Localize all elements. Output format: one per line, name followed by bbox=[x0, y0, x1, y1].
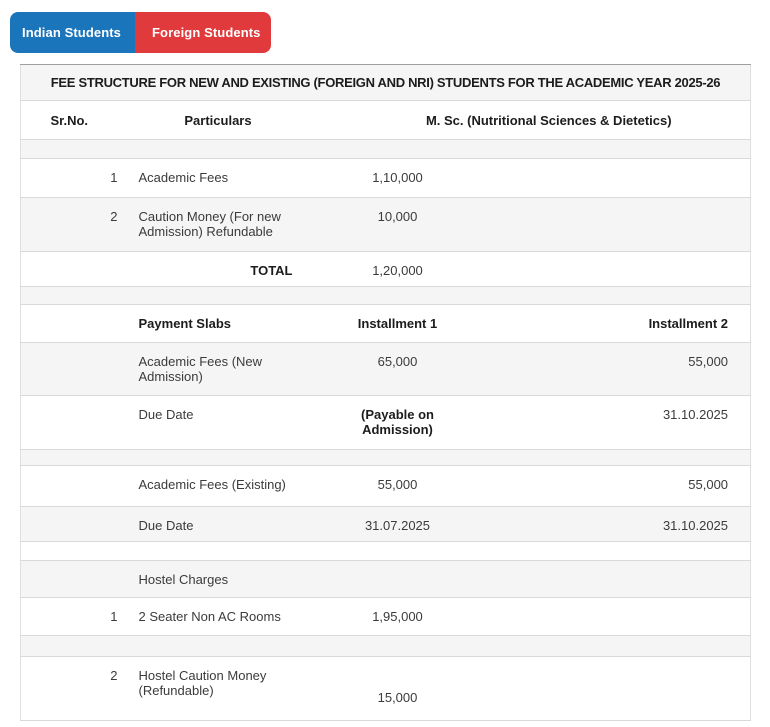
cell-inst1: (Payable on Admission) bbox=[361, 407, 434, 437]
cell-inst2: 55,000 bbox=[688, 354, 729, 369]
table-row-data: 2 Caution Money (For new Admission) Refun… bbox=[20, 197, 751, 252]
cell-srno-empty bbox=[21, 396, 118, 450]
cell-inst2: 31.10.2025 bbox=[662, 518, 729, 533]
table-row-data: Payment Slabs Installment 1 Installment 2 bbox=[20, 304, 751, 343]
cell-inst1: 31.07.2025 bbox=[364, 518, 431, 533]
table-row-data: 1 2 Seater Non AC Rooms 1,95,000 bbox=[20, 597, 751, 636]
table-row-data: Academic Fees (New Admission) 65,000 55,00… bbox=[20, 342, 751, 396]
spacer-cell bbox=[21, 140, 751, 159]
cell-srno: 1 bbox=[110, 170, 118, 185]
cell-inst1-empty bbox=[308, 561, 488, 598]
cell-inst2-empty bbox=[488, 159, 751, 198]
cell-inst1: 65,000 bbox=[377, 354, 418, 369]
cell-part: Hostel Caution Money (Refundable) bbox=[138, 668, 267, 698]
cell-inst2: Installment 2 bbox=[648, 316, 729, 331]
table-row-spacer bbox=[20, 449, 751, 466]
cell-inst2: 31.10.2025 bbox=[662, 407, 729, 422]
cell-srno: 2 bbox=[110, 209, 118, 224]
table-row-data: Hostel Charges bbox=[20, 560, 751, 598]
cell-srno-empty bbox=[21, 466, 118, 507]
cell-inst1: 15,000 bbox=[377, 690, 418, 705]
cell-srno-empty bbox=[21, 561, 118, 598]
spacer-cell bbox=[21, 542, 751, 561]
table-row-data: 2 Hostel Caution Money (Refundable) 15,000 bbox=[20, 656, 751, 721]
cell-inst1: 1,10,000 bbox=[372, 170, 423, 185]
cell-srno: 1 bbox=[110, 609, 118, 624]
table-row-data: Academic Fees (Existing) 55,000 55,000 bbox=[20, 465, 751, 507]
table-row-data: Due Date (Payable on Admission) 31.10.2025 bbox=[20, 395, 751, 450]
cell-part: Due Date bbox=[138, 518, 194, 533]
table-title: FEE STRUCTURE FOR NEW AND EXISTING (FORE… bbox=[50, 75, 721, 90]
student-type-tabs: Indian Students Foreign Students bbox=[10, 12, 770, 53]
cell-inst2-empty bbox=[488, 598, 751, 636]
fee-structure-table: FEE STRUCTURE FOR NEW AND EXISTING (FORE… bbox=[20, 64, 752, 721]
cell-part: Particulars bbox=[184, 112, 252, 128]
tab-foreign-students[interactable]: Foreign Students bbox=[135, 12, 271, 53]
cell-srno-empty bbox=[21, 343, 118, 396]
cell-part: Payment Slabs bbox=[138, 316, 232, 331]
table-row-data: 1 Academic Fees 1,10,000 bbox=[20, 158, 751, 198]
table-row-spacer bbox=[20, 286, 751, 305]
cell-inst2-empty bbox=[488, 657, 751, 721]
table-row-spacer bbox=[20, 541, 751, 561]
cell-inst1: 1,95,000 bbox=[372, 609, 423, 624]
cell-inst1: Installment 1 bbox=[357, 316, 438, 331]
cell-part: Due Date bbox=[138, 407, 194, 422]
table-row-data: Due Date 31.07.2025 31.10.2025 bbox=[20, 506, 751, 542]
table-row-data: TOTAL 1,20,000 bbox=[20, 251, 751, 287]
cell-part: 2 Seater Non AC Rooms bbox=[138, 609, 281, 624]
cell-srno-empty bbox=[21, 305, 118, 343]
cell-part: TOTAL bbox=[250, 263, 293, 278]
cell-inst1: 1,20,000 bbox=[372, 263, 423, 278]
table-row-cols: Sr.No. Particulars M. Sc. (Nutritional Sci… bbox=[20, 100, 751, 140]
tab-indian-students[interactable]: Indian Students bbox=[10, 12, 135, 53]
spacer-cell bbox=[21, 450, 751, 466]
cell-srno: 2 bbox=[110, 668, 118, 683]
cell-inst2-empty bbox=[488, 561, 751, 598]
cell-part: Caution Money (For new Admission) Refund… bbox=[138, 209, 281, 239]
cell-part: Academic Fees bbox=[138, 170, 229, 185]
cell-part: Academic Fees (New Admission) bbox=[138, 354, 263, 384]
cell-inst1: 55,000 bbox=[377, 477, 418, 492]
spacer-cell bbox=[21, 287, 751, 305]
cell-srno-empty bbox=[21, 252, 118, 287]
table-row-spacer bbox=[20, 139, 751, 159]
table-row-title: FEE STRUCTURE FOR NEW AND EXISTING (FORE… bbox=[20, 64, 751, 101]
cell-part: Academic Fees (Existing) bbox=[138, 477, 286, 492]
cell-srno-empty bbox=[21, 507, 118, 542]
cell-span2: M. Sc. (Nutritional Sciences & Dietetics… bbox=[425, 112, 672, 128]
cell-inst2-empty bbox=[488, 252, 751, 287]
fee-structure-section: FEE STRUCTURE FOR NEW AND EXISTING (FORE… bbox=[20, 64, 770, 721]
cell-inst2: 55,000 bbox=[688, 477, 729, 492]
cell-srno: Sr.No. bbox=[50, 112, 89, 128]
cell-inst1: 10,000 bbox=[377, 209, 418, 224]
table-row-spacer bbox=[20, 635, 751, 657]
cell-inst2-empty bbox=[488, 198, 751, 252]
spacer-cell bbox=[21, 636, 751, 657]
cell-part: Hostel Charges bbox=[138, 572, 229, 587]
